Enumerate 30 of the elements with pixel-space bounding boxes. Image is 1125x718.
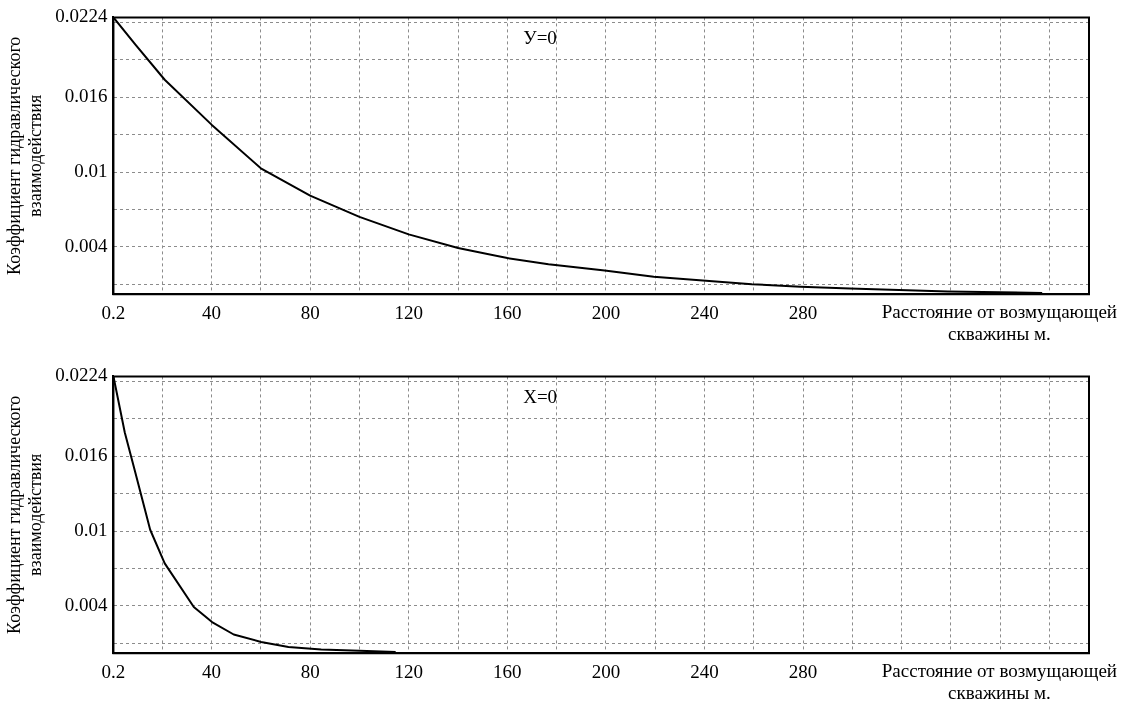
x-tick-label: 80 [300, 301, 320, 323]
y-tick-label: 0.016 [64, 85, 108, 107]
x-tick-label: 80 [300, 660, 320, 682]
y-tick-label: 0.0224 [55, 5, 108, 27]
x-tick-label: 0.2 [101, 660, 126, 682]
x-tick-label: 120 [394, 660, 423, 682]
x-tick-label: 200 [591, 301, 621, 323]
annotation: У=0 [523, 27, 557, 49]
x-tick-label: 280 [788, 301, 818, 323]
x-tick-label: 120 [394, 301, 423, 323]
y-tick-label: 0.004 [64, 234, 108, 256]
x-axis-title: Расстояние от возмущающей скважины м. [881, 300, 1117, 344]
x-tick-label: 240 [690, 660, 719, 682]
y-tick-label: 0.01 [74, 159, 108, 181]
x-tick-label: 200 [591, 660, 621, 682]
y-tick-label: 0.01 [74, 518, 108, 540]
x-tick-label: 40 [202, 660, 222, 682]
x-tick-label: 160 [493, 660, 522, 682]
x-axis-title: Расстояние от возмущающей скважины м. [881, 659, 1117, 703]
x-tick-label: 160 [493, 301, 522, 323]
y-axis-title: Коэффициент гидравлического взаимодействия [3, 395, 46, 634]
y-axis-title: Коэффициент гидравлического взаимодействия [3, 36, 46, 275]
x-tick-label: 40 [202, 301, 222, 323]
y-tick-label: 0.004 [64, 593, 108, 615]
y-tick-label: 0.0224 [55, 364, 108, 386]
x-tick-label: 240 [690, 301, 719, 323]
y-tick-label: 0.016 [64, 444, 108, 466]
x-tick-label: 0.2 [101, 301, 126, 323]
annotation: X=0 [523, 386, 558, 408]
x-tick-label: 280 [788, 660, 818, 682]
